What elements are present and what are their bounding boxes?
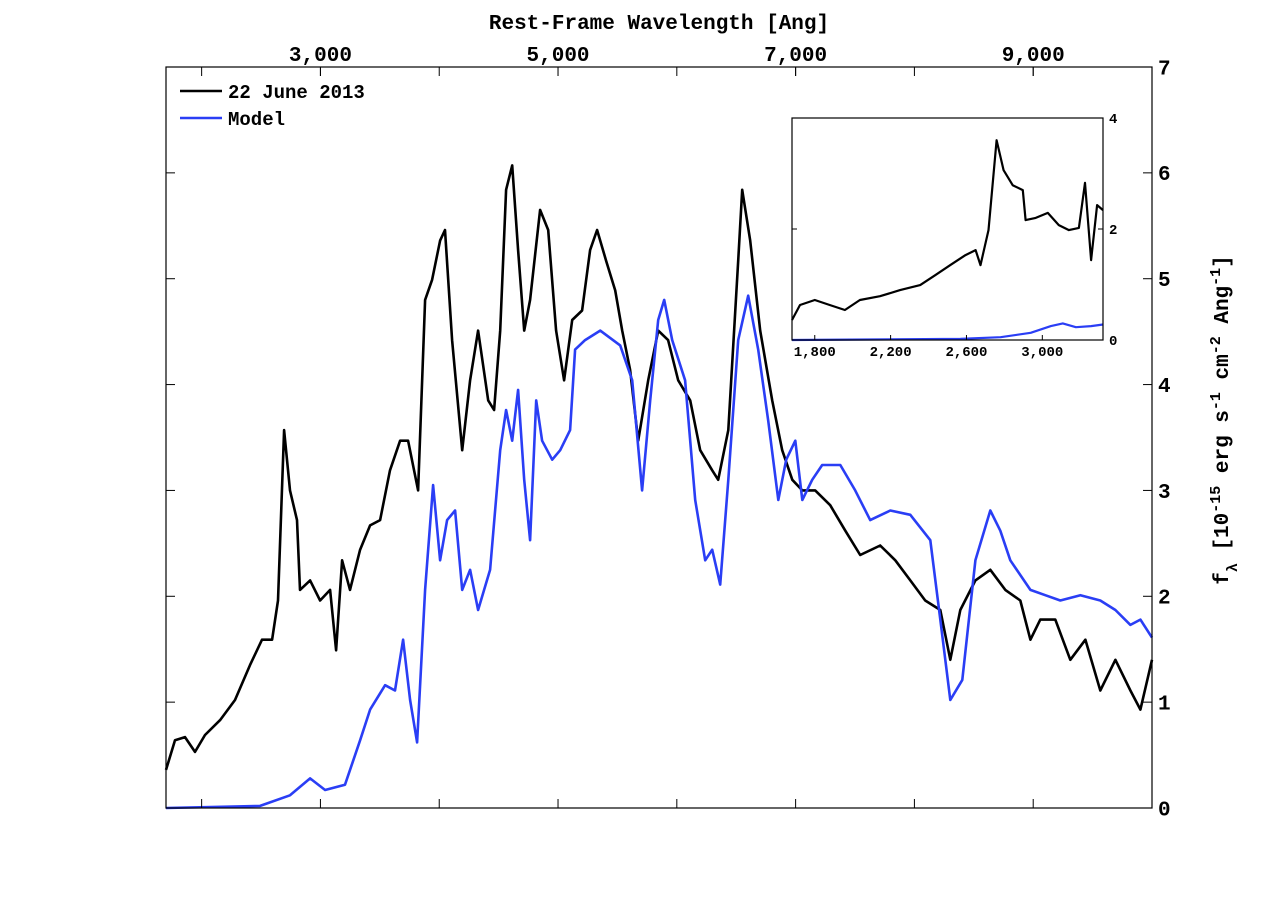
- x-tick-label: 3,000: [1021, 345, 1063, 361]
- y-tick-label: 6: [1158, 164, 1171, 187]
- y-tick-label: 1: [1158, 693, 1171, 716]
- legend-label: 22 June 2013: [228, 82, 365, 104]
- x-tick-label: 2,200: [870, 345, 912, 361]
- y-tick-label: 3: [1158, 482, 1171, 505]
- y-tick-label: 0: [1158, 799, 1171, 822]
- y-tick-label: 4: [1158, 376, 1171, 399]
- y-tick-label: 7: [1158, 58, 1171, 81]
- y-axis-title-part: λ: [1225, 563, 1242, 572]
- data-line: [164, 164, 1154, 771]
- x-tick-label: 3,000: [289, 45, 352, 68]
- y-axis-title-part: -15: [1208, 486, 1225, 513]
- y-axis-title-part: -1: [1208, 268, 1225, 286]
- x-tick-label: 2,600: [945, 345, 987, 361]
- legend-label: Model: [228, 109, 285, 131]
- y-axis-title-part: -1: [1208, 392, 1225, 410]
- y-tick-label: 2: [1158, 588, 1171, 611]
- y-tick-label: 4: [1109, 112, 1117, 128]
- y-axis-title-part: f: [1212, 572, 1235, 585]
- axes-frame: [165, 66, 1153, 809]
- y-tick-label: 2: [1109, 223, 1117, 239]
- x-tick-label: 9,000: [1002, 45, 1065, 68]
- data-line: [165, 294, 1154, 810]
- plot-area: [792, 118, 1103, 340]
- y-tick-label: 5: [1158, 270, 1171, 293]
- data-line: [791, 139, 1104, 321]
- x-tick-label: 5,000: [527, 45, 590, 68]
- x-axis-title: Rest-Frame Wavelength [Ang]: [489, 13, 829, 36]
- y-axis-title-part: erg s: [1212, 410, 1235, 486]
- y-axis-title-part: -2: [1208, 336, 1225, 354]
- x-tick-label: 1,800: [794, 345, 836, 361]
- y-tick-label: 0: [1109, 334, 1117, 350]
- y-axis-title-part: ]: [1212, 255, 1235, 268]
- y-axis-title-part: [10: [1212, 513, 1235, 563]
- y-axis-title: fλ [10-15 erg s-1 cm-2 Ang-1]: [1208, 255, 1242, 585]
- data-line: [791, 322, 1104, 342]
- y-axis-title-part: Ang: [1212, 286, 1235, 336]
- y-axis-title-part: cm: [1212, 354, 1235, 392]
- x-tick-label: 7,000: [764, 45, 827, 68]
